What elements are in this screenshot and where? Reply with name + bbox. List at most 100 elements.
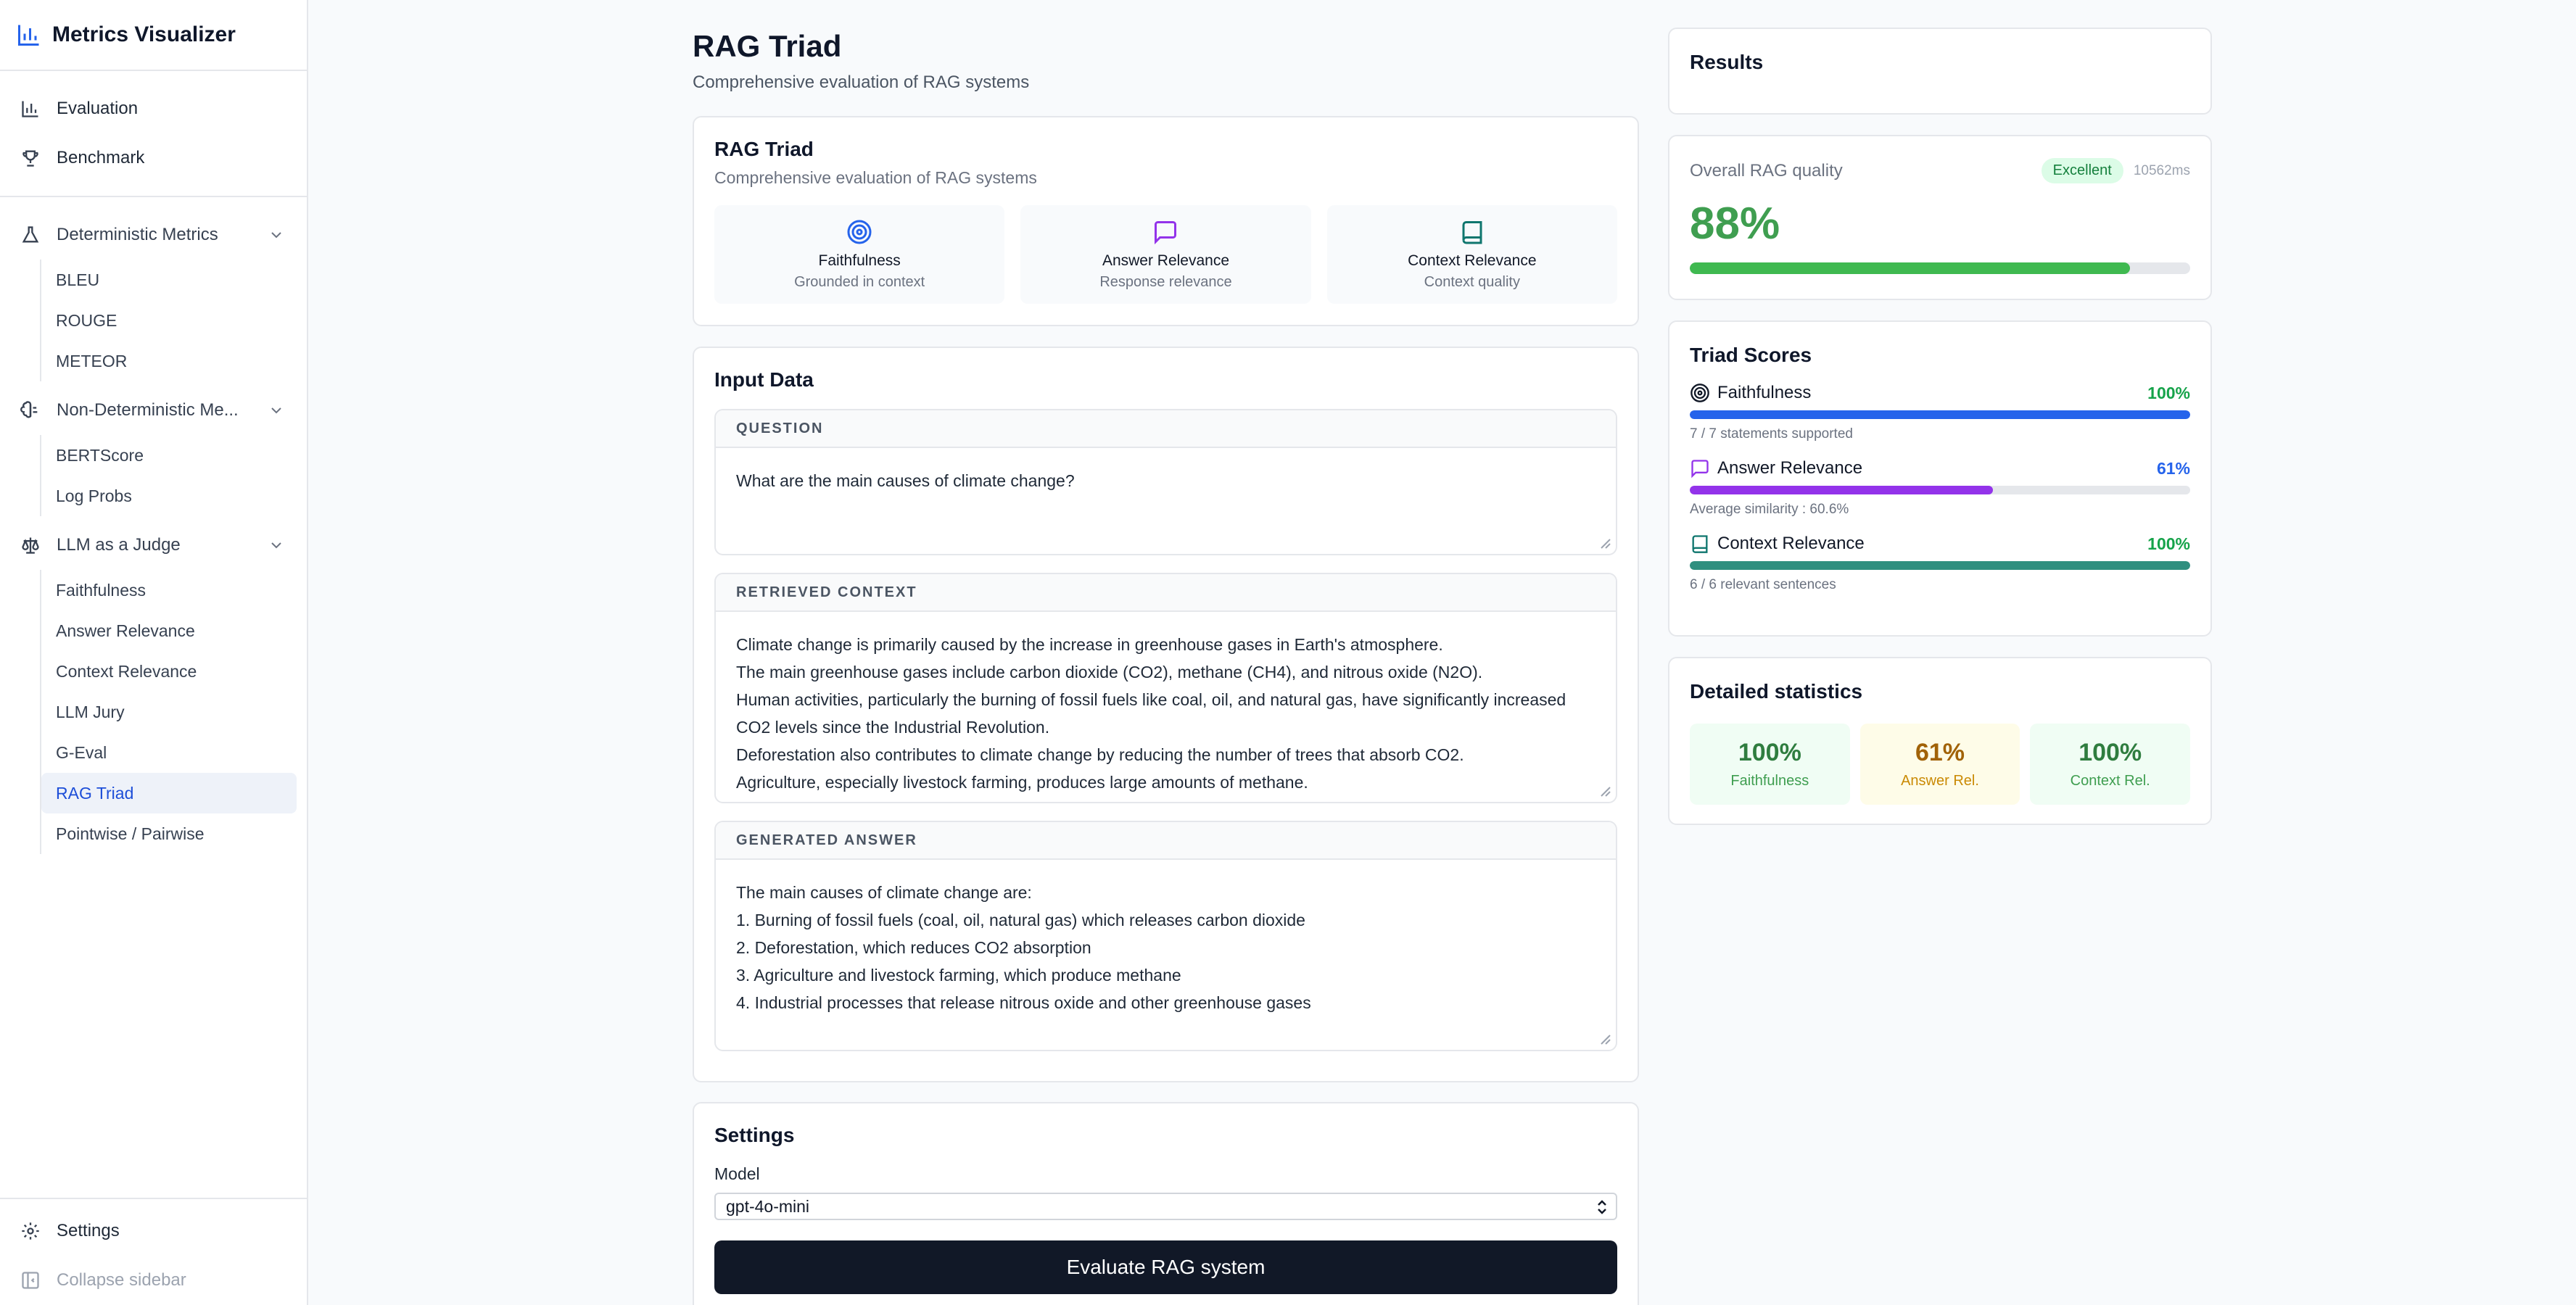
tile-faithfulness: Faithfulness Grounded in context <box>714 205 1005 304</box>
overall-label: Overall RAG quality <box>1690 160 1843 181</box>
model-select[interactable]: gpt-4o-mini <box>714 1193 1617 1220</box>
book-icon <box>1692 535 1708 553</box>
detailed-stats-card: Detailed statistics 100% Faithfulness 61… <box>1668 657 2212 825</box>
model-label: Model <box>714 1164 760 1183</box>
resize-handle-icon[interactable] <box>1597 535 1611 550</box>
sidebar-item-pointwise-pairwise[interactable]: Pointwise / Pairwise <box>56 824 205 843</box>
score-bar-context-relevance <box>1690 561 2190 570</box>
latency: 10562ms <box>2133 162 2190 178</box>
group-label: Non-Deterministic Me... <box>57 400 239 420</box>
results-title: Results <box>1690 51 1764 73</box>
group-header-llm-judge[interactable]: LLM as a Judge <box>0 521 307 570</box>
question-textarea[interactable]: What are the main causes of climate chan… <box>736 471 1075 490</box>
score-fill <box>1690 410 2190 419</box>
tile-name: Faithfulness <box>818 252 901 269</box>
tile-name: Context Relevance <box>1408 252 1537 269</box>
sidebar-item-rag-triad[interactable]: RAG Triad <box>41 773 297 813</box>
score-value: 61% <box>2156 458 2190 478</box>
nav-item-benchmark[interactable]: Benchmark <box>0 133 307 183</box>
sidebar-item-llm-jury[interactable]: LLM Jury <box>56 702 125 721</box>
tile-answer-relevance: Answer Relevance Response relevance <box>1020 205 1311 304</box>
resize-handle-icon[interactable] <box>1597 1031 1611 1045</box>
stat-context-relevance: 100% Context Rel. <box>2030 724 2191 805</box>
scale-icon <box>22 537 39 554</box>
context-textarea[interactable]: Climate change is primarily caused by th… <box>736 635 1566 792</box>
sidebar-item-g-eval[interactable]: G-Eval <box>56 742 107 762</box>
brand[interactable]: Metrics Visualizer <box>0 0 307 71</box>
tile-context-relevance: Context Relevance Context quality <box>1326 205 1617 304</box>
message-square-icon <box>1155 220 1177 244</box>
input-data-title: Input Data <box>714 368 814 391</box>
sub-list: BERTScore Log Probs <box>40 435 307 516</box>
overall-card: Overall RAG quality Excellent 10562ms 88… <box>1668 135 2212 300</box>
answer-field: GENERATED ANSWER The main causes of clim… <box>714 821 1617 1051</box>
sidebar-item-answer-relevance[interactable]: Answer Relevance <box>56 621 195 640</box>
score-name: Faithfulness <box>1717 383 1812 402</box>
sidebar-item-rouge[interactable]: ROUGE <box>56 310 117 330</box>
model-select-value: gpt-4o-mini <box>726 1196 810 1216</box>
results-header-card: Results <box>1668 28 2212 115</box>
group-header-non-deterministic[interactable]: Non-Deterministic Me... <box>0 386 307 435</box>
nav-item-label: Collapse sidebar <box>57 1270 186 1290</box>
bar-chart-icon <box>18 25 39 46</box>
score-row-context-relevance: Context Relevance 100% <box>1690 534 2190 554</box>
app-title: Metrics Visualizer <box>52 22 236 46</box>
context-label: RETRIEVED CONTEXT <box>716 574 1616 612</box>
sidebar-item-meteor[interactable]: METEOR <box>56 351 128 370</box>
detailed-stats-title: Detailed statistics <box>1690 680 1863 703</box>
score-bar-answer-relevance <box>1690 486 2190 494</box>
answer-textarea[interactable]: The main causes of climate change are: 1… <box>736 883 1311 1012</box>
overall-progress-fill <box>1690 262 2131 274</box>
select-arrows-icon <box>1598 1200 1606 1214</box>
score-fill <box>1690 561 2190 570</box>
sidebar-item-log-probs[interactable]: Log Probs <box>56 486 132 505</box>
settings-title: Settings <box>714 1124 795 1146</box>
score-note: Average similarity : 60.6% <box>1690 502 1849 517</box>
nav-item-settings[interactable]: Settings <box>0 1206 307 1256</box>
score-value: 100% <box>2147 534 2190 553</box>
chevron-down-icon <box>271 232 281 239</box>
collapse-sidebar-button[interactable]: Collapse sidebar <box>0 1256 307 1305</box>
answer-label: GENERATED ANSWER <box>716 822 1616 860</box>
nav-item-label: Benchmark <box>57 148 145 167</box>
score-value: 100% <box>2147 383 2190 402</box>
chevron-down-icon <box>271 407 281 414</box>
question-label: QUESTION <box>716 410 1616 448</box>
stat-answer-relevance: 61% Answer Rel. <box>1859 724 2020 805</box>
score-name: Answer Relevance <box>1717 458 1863 478</box>
sub-list: BLEU ROUGE METEOR <box>40 260 307 381</box>
sidebar-item-faithfulness[interactable]: Faithfulness <box>56 580 146 600</box>
input-data-card: Input Data QUESTION What are the main ca… <box>693 347 1639 1082</box>
bar-chart-icon <box>22 101 38 117</box>
tile-desc: Context quality <box>1424 273 1520 290</box>
sidebar: Metrics Visualizer Evaluation Benchmark … <box>0 0 308 1305</box>
context-field: RETRIEVED CONTEXT Climate change is prim… <box>714 573 1617 803</box>
stat-value: 100% <box>2078 739 2142 766</box>
score-name: Context Relevance <box>1717 534 1865 553</box>
sidebar-item-context-relevance[interactable]: Context Relevance <box>56 661 197 681</box>
group-label: LLM as a Judge <box>57 535 181 555</box>
group-label: Deterministic Metrics <box>57 225 218 244</box>
gear-icon <box>22 1222 39 1240</box>
target-icon <box>1690 384 1709 402</box>
triad-card: RAG Triad Comprehensive evaluation of RA… <box>693 116 1639 326</box>
sidebar-item-bertscore[interactable]: BERTScore <box>56 445 144 465</box>
nav-item-evaluation[interactable]: Evaluation <box>0 84 307 133</box>
score-row-answer-relevance: Answer Relevance 61% <box>1690 458 2190 478</box>
stat-value: 100% <box>1738 739 1801 766</box>
evaluate-button[interactable]: Evaluate RAG system <box>714 1240 1617 1294</box>
stat-value: 61% <box>1915 739 1965 766</box>
score-bar-faithfulness <box>1690 410 2190 419</box>
group-llm-judge: LLM as a Judge Faithfulness Answer Relev… <box>0 516 307 854</box>
sidebar-item-bleu[interactable]: BLEU <box>56 270 100 289</box>
stat-label: Answer Rel. <box>1901 773 1979 789</box>
book-icon <box>1462 220 1482 244</box>
score-fill <box>1690 486 1994 494</box>
group-header-deterministic[interactable]: Deterministic Metrics <box>0 210 307 260</box>
triad-tiles: Faithfulness Grounded in context Answer … <box>714 205 1617 304</box>
resize-handle-icon[interactable] <box>1597 783 1611 798</box>
settings-card: Settings Model gpt-4o-mini Evaluate RAG … <box>693 1102 1639 1305</box>
page-subtitle: Comprehensive evaluation of RAG systems <box>693 72 1030 92</box>
chevron-down-icon <box>271 542 281 549</box>
collapse-sidebar-icon <box>22 1272 39 1289</box>
